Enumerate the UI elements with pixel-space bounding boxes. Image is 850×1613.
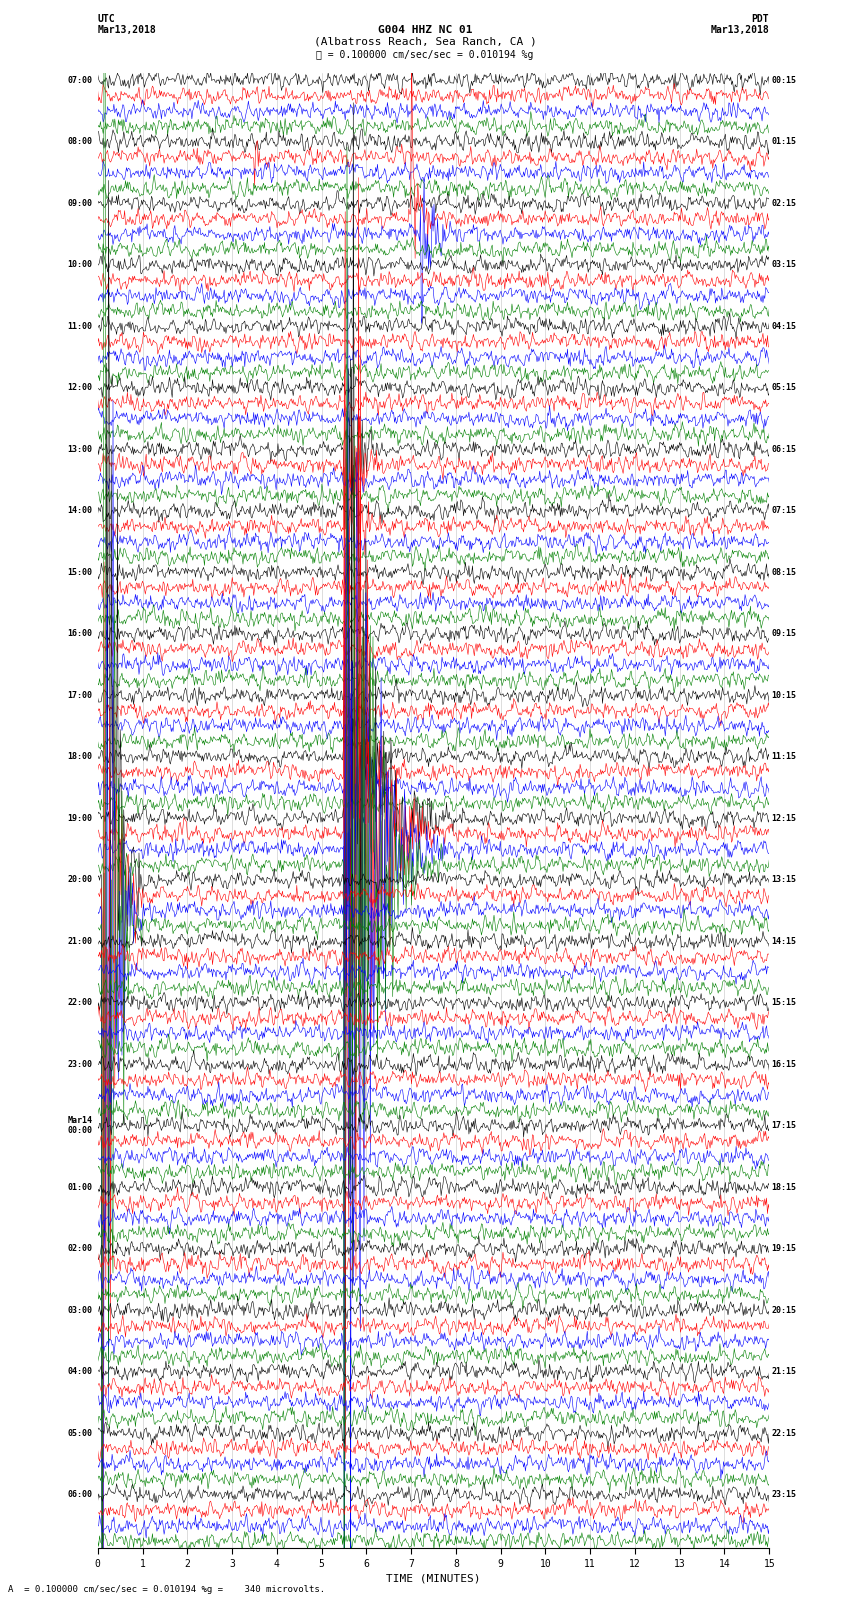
Text: 11:00: 11:00 (67, 321, 93, 331)
Text: 03:15: 03:15 (771, 260, 796, 269)
Text: 01:00: 01:00 (67, 1182, 93, 1192)
Text: 11:15: 11:15 (771, 752, 796, 761)
Text: 07:00: 07:00 (67, 76, 93, 85)
Text: 17:00: 17:00 (67, 690, 93, 700)
Text: 07:15: 07:15 (771, 506, 796, 515)
Text: 20:15: 20:15 (771, 1305, 796, 1315)
Text: G004 HHZ NC 01: G004 HHZ NC 01 (377, 24, 473, 35)
Text: 18:15: 18:15 (771, 1182, 796, 1192)
Text: 12:00: 12:00 (67, 384, 93, 392)
Text: 23:00: 23:00 (67, 1060, 93, 1069)
Text: 23:15: 23:15 (771, 1490, 796, 1498)
Text: 12:15: 12:15 (771, 813, 796, 823)
Text: 04:15: 04:15 (771, 321, 796, 331)
Text: (Albatross Reach, Sea Ranch, CA ): (Albatross Reach, Sea Ranch, CA ) (314, 37, 536, 47)
Text: 02:15: 02:15 (771, 198, 796, 208)
Text: 00:15: 00:15 (771, 76, 796, 85)
Text: 08:00: 08:00 (67, 137, 93, 147)
Text: 21:00: 21:00 (67, 937, 93, 945)
Text: 19:00: 19:00 (67, 813, 93, 823)
Text: 20:00: 20:00 (67, 876, 93, 884)
Text: 09:00: 09:00 (67, 198, 93, 208)
Text: 15:00: 15:00 (67, 568, 93, 577)
Text: 22:15: 22:15 (771, 1429, 796, 1437)
Text: UTC: UTC (98, 15, 116, 24)
Text: PDT: PDT (751, 15, 769, 24)
Text: 09:15: 09:15 (771, 629, 796, 639)
Text: 08:15: 08:15 (771, 568, 796, 577)
Text: 17:15: 17:15 (771, 1121, 796, 1131)
Text: Mar14
00:00: Mar14 00:00 (67, 1116, 93, 1136)
Text: 05:00: 05:00 (67, 1429, 93, 1437)
Text: 10:15: 10:15 (771, 690, 796, 700)
Text: 05:15: 05:15 (771, 384, 796, 392)
Text: 03:00: 03:00 (67, 1305, 93, 1315)
Text: 06:15: 06:15 (771, 445, 796, 453)
Text: 13:00: 13:00 (67, 445, 93, 453)
Text: 22:00: 22:00 (67, 998, 93, 1007)
Text: 14:15: 14:15 (771, 937, 796, 945)
Text: 21:15: 21:15 (771, 1368, 796, 1376)
Text: Mar13,2018: Mar13,2018 (711, 26, 769, 35)
Text: 02:00: 02:00 (67, 1244, 93, 1253)
Text: 01:15: 01:15 (771, 137, 796, 147)
Text: 06:00: 06:00 (67, 1490, 93, 1498)
Text: 18:00: 18:00 (67, 752, 93, 761)
Text: Mar13,2018: Mar13,2018 (98, 26, 156, 35)
X-axis label: TIME (MINUTES): TIME (MINUTES) (386, 1573, 481, 1582)
Text: 15:15: 15:15 (771, 998, 796, 1007)
Text: 13:15: 13:15 (771, 876, 796, 884)
Text: 04:00: 04:00 (67, 1368, 93, 1376)
Text: 19:15: 19:15 (771, 1244, 796, 1253)
Text: 10:00: 10:00 (67, 260, 93, 269)
Text: ⎵ = 0.100000 cm/sec/sec = 0.010194 %g: ⎵ = 0.100000 cm/sec/sec = 0.010194 %g (316, 50, 534, 60)
Text: 16:15: 16:15 (771, 1060, 796, 1069)
Text: 14:00: 14:00 (67, 506, 93, 515)
Text: A  = 0.100000 cm/sec/sec = 0.010194 %g =    340 microvolts.: A = 0.100000 cm/sec/sec = 0.010194 %g = … (8, 1584, 326, 1594)
Text: 16:00: 16:00 (67, 629, 93, 639)
